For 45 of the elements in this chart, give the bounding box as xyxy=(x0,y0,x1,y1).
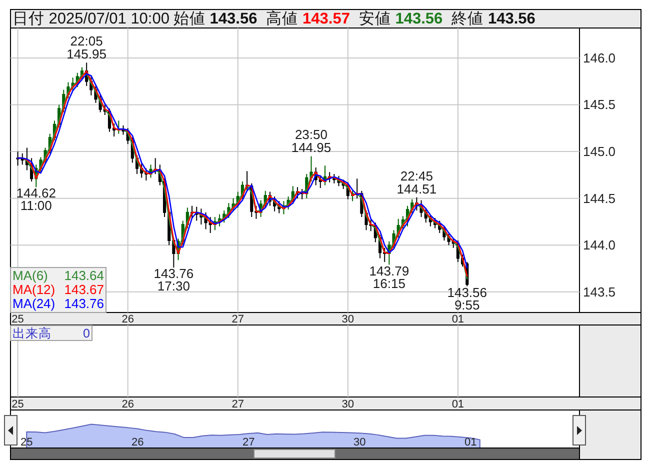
y-tick-label: 144.0 xyxy=(583,238,616,253)
annotation: 17:30 xyxy=(157,278,190,294)
x-tick-label: 01 xyxy=(452,314,464,326)
x-tick-label: 26 xyxy=(132,436,144,448)
annotation: 22:45 xyxy=(400,168,433,184)
x-tick-label: 25 xyxy=(20,436,33,448)
x-tick-label: 25 xyxy=(12,314,24,326)
annotation: 145.95 xyxy=(66,46,106,62)
annotation: 144.51 xyxy=(396,181,437,196)
text: 始値 143.56 xyxy=(173,10,258,28)
text: 安値 143.56 xyxy=(358,10,444,28)
candlestick xyxy=(356,178,359,199)
annotation: 143.76 xyxy=(154,266,194,282)
x-tick-label: 30 xyxy=(354,436,366,448)
y-tick-label: 145.5 xyxy=(583,97,616,112)
category-label: 30 xyxy=(342,398,354,410)
candlestick xyxy=(246,170,249,192)
text: 0 xyxy=(83,326,90,340)
annotation: 143.79 xyxy=(369,263,410,278)
category-label: 25 xyxy=(12,398,24,410)
y-tick-label: 146.0 xyxy=(583,50,616,66)
x-tick-label: 27 xyxy=(242,436,255,448)
x-tick-label: 30 xyxy=(342,314,354,326)
x-tick-label: 26 xyxy=(122,314,134,326)
text: 終値 143.56 xyxy=(450,10,536,28)
annotation: 144.62 xyxy=(16,186,56,201)
annotation: 9:55 xyxy=(454,297,480,312)
y-tick-label: 143.5 xyxy=(583,284,616,300)
annotation: 16:15 xyxy=(372,276,406,291)
text: 高値 143.57 xyxy=(266,10,350,28)
annotation: 22:05 xyxy=(70,34,103,49)
annotation: 144.95 xyxy=(291,140,332,156)
y-tick-label: 145.0 xyxy=(583,144,616,160)
annotation: 143.56 xyxy=(447,284,488,300)
x-tick-label: 27 xyxy=(232,314,244,326)
annotation: 11:00 xyxy=(20,198,52,214)
category-label: 01 xyxy=(452,398,464,410)
legend: MA(6) 143.64 MA(12) 143.67 MA(24) 143.76 xyxy=(10,267,106,313)
x-tick-label: 01 xyxy=(464,436,477,448)
category-label: 26 xyxy=(122,398,134,410)
y-tick-label: 144.5 xyxy=(583,190,616,206)
category-label: 27 xyxy=(232,398,244,410)
text: 出来高 xyxy=(12,326,52,340)
chart-title: 日付 2025/07/01 10:00 xyxy=(12,10,170,28)
annotation: 23:50 xyxy=(294,127,328,142)
